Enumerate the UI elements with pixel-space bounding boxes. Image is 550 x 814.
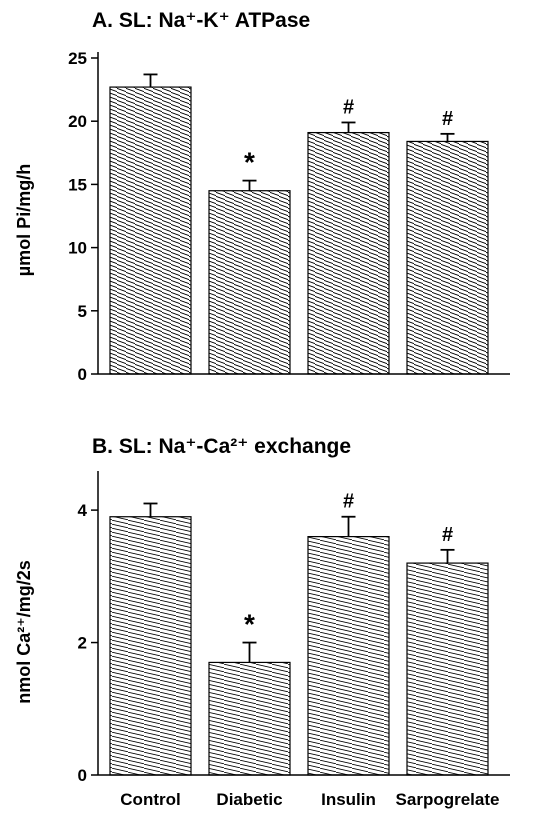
panel-a-y-axis-label: µmol Pi/mg/h (14, 164, 34, 276)
panel-a-significance-marker: # (442, 108, 453, 130)
panel-b-y-tick-label: 0 (78, 766, 87, 785)
panel-b-x-tick-label: Sarpogrelate (396, 790, 500, 809)
panel-a-plot: * # #0 5 10 15 20 25 (68, 49, 510, 384)
panel-a-y-tick-label: 20 (68, 112, 87, 131)
panel-a-bar-sarpogrelate (406, 140, 489, 375)
panel-a-title: A. SL: Na⁺-K⁺ ATPase (92, 9, 310, 32)
panel-b-y-axis-label: nmol Ca²⁺/mg/2s (14, 560, 34, 704)
panel-b-bar-insulin (307, 535, 390, 776)
panel-b-y-tick-label: 2 (78, 634, 87, 653)
panel-b-bar-diabetic (208, 661, 291, 776)
panel-b-bar-control (109, 516, 192, 776)
panel-b-y-tick-label: 4 (78, 501, 88, 520)
panel-a-bar-control (109, 86, 192, 375)
panel-a-significance-marker: * (244, 147, 255, 178)
panel-b-title: B. SL: Na⁺-Ca²⁺ exchange (92, 435, 351, 458)
panel-b-significance-marker: * (244, 609, 255, 640)
panel-b-x-tick-label: Control (120, 790, 180, 809)
panel-b-bar-sarpogrelate (406, 562, 489, 776)
panel-b-x-tick-label: Insulin (321, 790, 376, 809)
panel-b-x-tick-label: Diabetic (216, 790, 282, 809)
panel-a-y-tick-label: 25 (68, 49, 87, 68)
panel-b: B. SL: Na⁺-Ca²⁺ exchange nmol Ca²⁺/mg/2s… (14, 435, 510, 809)
panel-a-y-tick-label: 10 (68, 239, 87, 258)
panel-b-significance-marker: # (343, 491, 354, 513)
panel-a-y-tick-label: 15 (68, 175, 87, 194)
panel-a: A. SL: Na⁺-K⁺ ATPase µmol Pi/mg/h * # #0 5 1… (14, 9, 510, 384)
panel-a-significance-marker: # (343, 96, 354, 118)
panel-b-significance-marker: # (442, 524, 453, 546)
panel-a-bar-diabetic (208, 190, 291, 375)
panel-b-plot: * # #0 2 4 Control Diabetic Insulin Sarpogrelate (78, 471, 510, 809)
panel-a-bar-insulin (307, 131, 390, 375)
panel-a-y-tick-label: 5 (78, 302, 87, 321)
panel-a-y-tick-label: 0 (78, 365, 87, 384)
